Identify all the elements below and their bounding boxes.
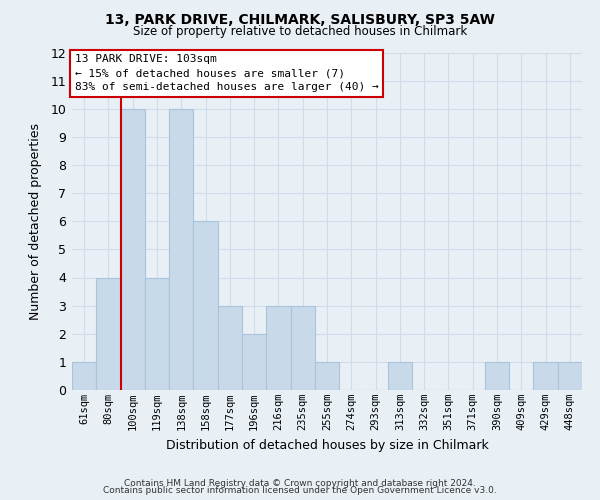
Text: Size of property relative to detached houses in Chilmark: Size of property relative to detached ho… [133, 25, 467, 38]
Text: 13, PARK DRIVE, CHILMARK, SALISBURY, SP3 5AW: 13, PARK DRIVE, CHILMARK, SALISBURY, SP3… [105, 12, 495, 26]
Bar [485, 362, 509, 390]
Bar [266, 306, 290, 390]
Bar [72, 362, 96, 390]
Bar [169, 109, 193, 390]
Text: Contains HM Land Registry data © Crown copyright and database right 2024.: Contains HM Land Registry data © Crown c… [124, 478, 476, 488]
Bar [533, 362, 558, 390]
Bar [558, 362, 582, 390]
Bar [121, 109, 145, 390]
Bar [388, 362, 412, 390]
X-axis label: Distribution of detached houses by size in Chilmark: Distribution of detached houses by size … [166, 438, 488, 452]
Bar [96, 278, 121, 390]
Bar [315, 362, 339, 390]
Bar [242, 334, 266, 390]
Bar [290, 306, 315, 390]
Bar [145, 278, 169, 390]
Bar [218, 306, 242, 390]
Text: 13 PARK DRIVE: 103sqm
← 15% of detached houses are smaller (7)
83% of semi-detac: 13 PARK DRIVE: 103sqm ← 15% of detached … [74, 54, 379, 92]
Text: Contains public sector information licensed under the Open Government Licence v3: Contains public sector information licen… [103, 486, 497, 495]
Bar [193, 221, 218, 390]
Y-axis label: Number of detached properties: Number of detached properties [29, 122, 42, 320]
